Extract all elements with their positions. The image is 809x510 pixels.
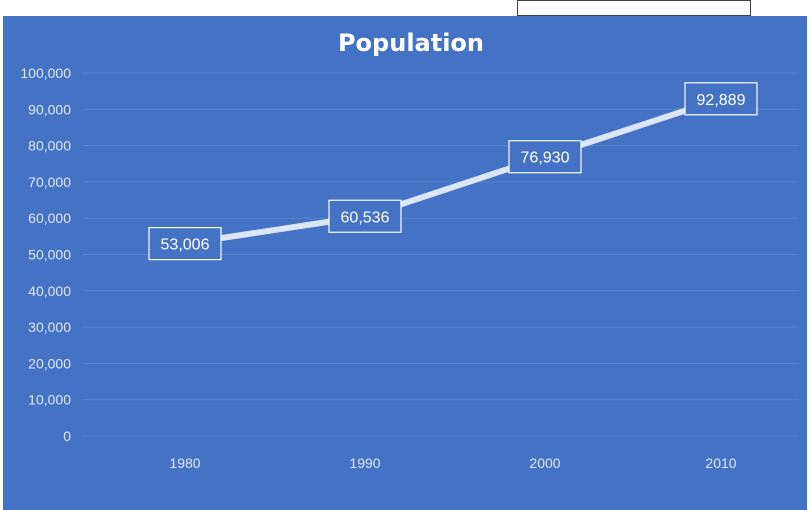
data-label-box bbox=[148, 226, 222, 261]
data-label: 60,536 bbox=[328, 199, 402, 233]
y-tick-label: 60,000 bbox=[28, 210, 71, 226]
data-label-text: 76,930 bbox=[521, 150, 570, 167]
y-tick-label: 90,000 bbox=[28, 101, 71, 117]
data-label-text: 60,536 bbox=[341, 209, 390, 226]
data-label-box bbox=[328, 199, 402, 233]
series-population bbox=[182, 95, 724, 247]
x-tick-label: 2010 bbox=[705, 455, 736, 471]
data-label: 76,930 bbox=[508, 140, 582, 174]
y-tick-label: 0 bbox=[63, 428, 71, 444]
chart-area: 0 10,000 20,000 30,000 40,000 50,000 60,000 70,… bbox=[3, 16, 807, 510]
y-tick-label: 10,000 bbox=[28, 392, 71, 408]
x-tick-label: 2000 bbox=[529, 455, 560, 471]
line-chart: 0 10,000 20,000 30,000 40,000 50,000 60,000 70,… bbox=[20, 29, 799, 471]
series-line bbox=[182, 95, 724, 247]
chart-title: Population bbox=[338, 29, 484, 57]
data-label-text: 53,006 bbox=[161, 237, 210, 254]
data-label: 53,006 bbox=[148, 226, 222, 261]
y-tick-label: 30,000 bbox=[28, 319, 71, 335]
data-label-text: 92,889 bbox=[697, 92, 746, 109]
y-tick-label: 40,000 bbox=[28, 283, 71, 299]
x-axis: 1980 1990 2000 2010 bbox=[169, 455, 736, 471]
data-label-box bbox=[508, 140, 582, 174]
floating-text-box bbox=[517, 0, 751, 16]
data-labels: 53,006 60,536 76,930 92,889 bbox=[148, 82, 758, 261]
x-tick-label: 1980 bbox=[169, 455, 200, 471]
data-label-box bbox=[684, 82, 758, 116]
y-tick-label: 20,000 bbox=[28, 355, 71, 371]
y-axis: 0 10,000 20,000 30,000 40,000 50,000 60,000 70,… bbox=[20, 65, 71, 444]
x-tick-label: 1990 bbox=[349, 455, 380, 471]
data-label: 92,889 bbox=[684, 82, 758, 116]
y-tick-label: 50,000 bbox=[28, 247, 71, 263]
y-tick-label: 80,000 bbox=[28, 138, 71, 154]
y-tick-label: 100,000 bbox=[20, 65, 71, 81]
y-tick-label: 70,000 bbox=[28, 174, 71, 190]
